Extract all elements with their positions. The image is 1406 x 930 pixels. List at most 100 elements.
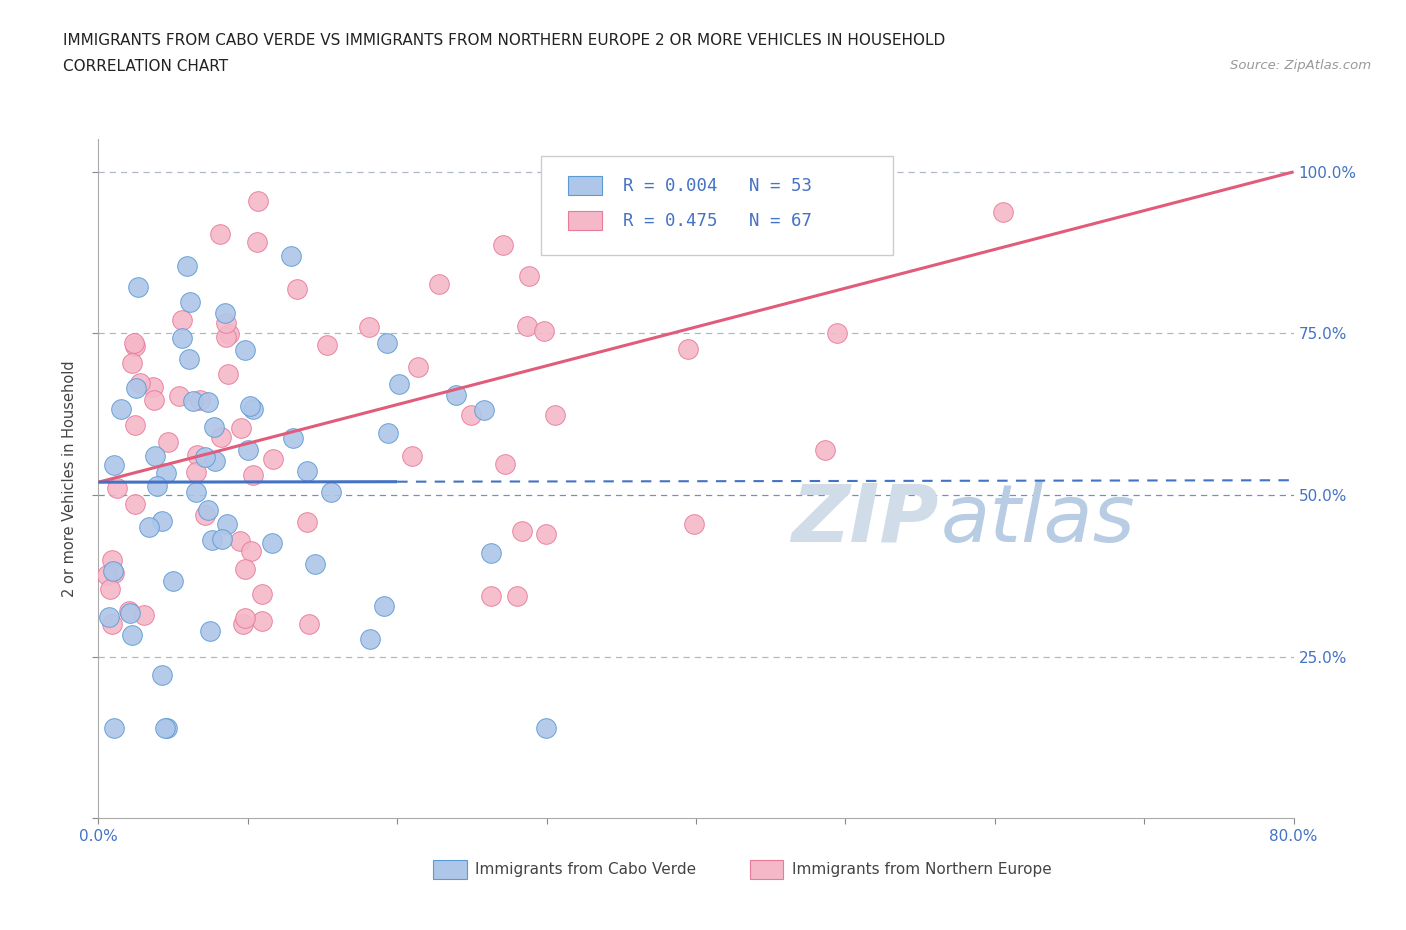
- Y-axis label: 2 or more Vehicles in Household: 2 or more Vehicles in Household: [62, 361, 77, 597]
- Point: [233, 562, 256, 577]
- Point: [121, 355, 143, 370]
- Point: [96, 567, 118, 582]
- Text: CORRELATION CHART: CORRELATION CHART: [63, 59, 228, 73]
- Point: [134, 607, 156, 622]
- Point: [150, 668, 173, 683]
- Point: [647, 238, 669, 253]
- Point: [479, 589, 502, 604]
- Point: [181, 393, 204, 408]
- Point: [388, 377, 411, 392]
- Point: [215, 516, 238, 531]
- Point: [217, 367, 239, 382]
- Point: [179, 352, 201, 366]
- Point: [359, 631, 381, 646]
- Point: [124, 497, 146, 512]
- Point: [209, 227, 232, 242]
- Point: [678, 341, 700, 356]
- Point: [142, 379, 165, 394]
- Point: [156, 434, 179, 449]
- Point: [460, 408, 482, 423]
- Point: [232, 617, 254, 631]
- FancyBboxPatch shape: [540, 156, 893, 255]
- Point: [214, 330, 236, 345]
- Point: [138, 520, 160, 535]
- Point: [170, 312, 193, 327]
- Point: [315, 338, 337, 352]
- Point: [155, 465, 177, 480]
- Point: [176, 259, 198, 273]
- Point: [105, 481, 128, 496]
- Point: [118, 605, 141, 620]
- Point: [533, 324, 555, 339]
- Point: [245, 234, 267, 249]
- Point: [121, 628, 143, 643]
- Point: [125, 380, 148, 395]
- Text: IMMIGRANTS FROM CABO VERDE VS IMMIGRANTS FROM NORTHERN EUROPE 2 OR MORE VEHICLES: IMMIGRANTS FROM CABO VERDE VS IMMIGRANTS…: [63, 33, 945, 47]
- Point: [512, 524, 534, 538]
- Point: [202, 419, 225, 434]
- Point: [516, 319, 538, 334]
- Point: [242, 402, 264, 417]
- Bar: [749, 860, 783, 879]
- Text: atlas: atlas: [941, 481, 1136, 559]
- Point: [446, 388, 468, 403]
- Point: [298, 617, 321, 631]
- Point: [517, 269, 540, 284]
- Point: [97, 609, 120, 624]
- Point: [814, 443, 837, 458]
- Point: [204, 453, 226, 468]
- Point: [201, 532, 224, 547]
- Point: [98, 581, 121, 596]
- Point: [197, 394, 219, 409]
- Point: [128, 376, 150, 391]
- Point: [103, 564, 125, 578]
- Point: [427, 277, 450, 292]
- Point: [260, 536, 283, 551]
- Point: [536, 526, 558, 541]
- Point: [170, 331, 193, 346]
- Point: [214, 306, 236, 321]
- Text: Source: ZipAtlas.com: Source: ZipAtlas.com: [1230, 59, 1371, 72]
- Text: ZIP: ZIP: [792, 481, 939, 559]
- Point: [150, 514, 173, 529]
- Point: [153, 721, 176, 736]
- Point: [491, 237, 513, 252]
- Point: [218, 326, 240, 341]
- Point: [682, 516, 704, 531]
- Point: [304, 557, 326, 572]
- Point: [122, 336, 145, 351]
- Point: [295, 464, 318, 479]
- Point: [375, 336, 398, 351]
- Point: [184, 485, 207, 499]
- Point: [101, 552, 124, 567]
- Point: [280, 248, 302, 263]
- Point: [479, 546, 502, 561]
- Point: [544, 407, 567, 422]
- Point: [200, 624, 222, 639]
- Point: [281, 431, 304, 445]
- Point: [184, 465, 207, 480]
- Point: [103, 458, 125, 472]
- Point: [295, 514, 318, 529]
- Point: [285, 281, 308, 296]
- Bar: [568, 176, 602, 195]
- Point: [156, 721, 179, 736]
- Point: [233, 611, 256, 626]
- Point: [262, 452, 284, 467]
- Point: [231, 420, 253, 435]
- Point: [186, 447, 208, 462]
- Point: [215, 315, 238, 330]
- Point: [145, 479, 167, 494]
- Point: [401, 449, 423, 464]
- Point: [194, 507, 217, 522]
- Point: [117, 604, 139, 619]
- Text: Immigrants from Northern Europe: Immigrants from Northern Europe: [792, 862, 1052, 877]
- Point: [194, 449, 217, 464]
- Point: [209, 430, 232, 445]
- Point: [373, 599, 395, 614]
- Point: [124, 418, 146, 432]
- Point: [406, 360, 429, 375]
- Point: [110, 402, 132, 417]
- Bar: [433, 860, 467, 879]
- Point: [357, 320, 380, 335]
